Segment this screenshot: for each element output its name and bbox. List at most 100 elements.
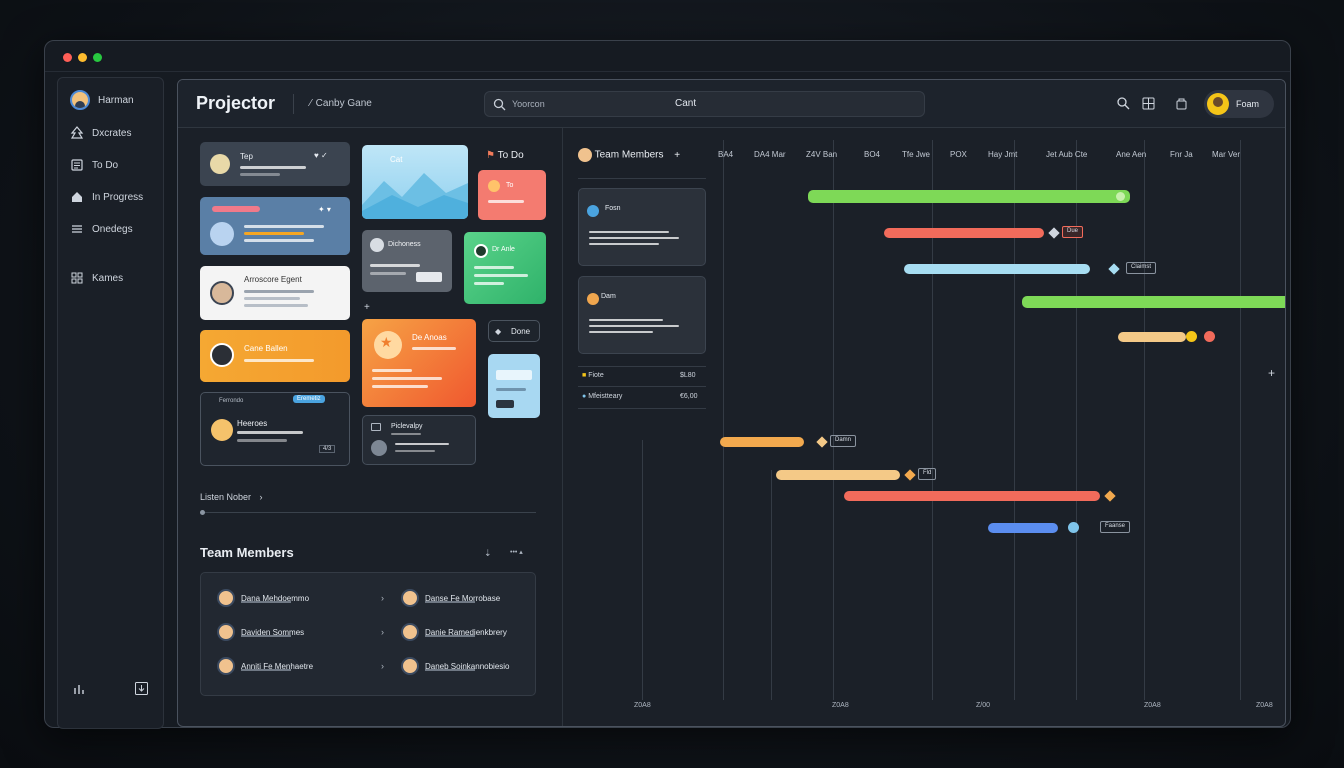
task-card[interactable]: To [478,170,546,220]
task-card[interactable] [488,354,540,418]
task-title: Piclevalpy [391,423,423,430]
task-avatar [371,440,387,456]
bag-icon[interactable] [1174,96,1189,111]
sidebar-item-todo[interactable]: To Do [70,158,118,172]
task-card[interactable]: Tep ♥ ✓ [200,142,350,186]
gantt-tag: Claimst [1126,262,1157,274]
app-title: Projector [196,93,276,113]
gantt-bar[interactable] [776,470,900,480]
chart-icon[interactable] [72,682,86,696]
dot-icon: ● [582,393,587,400]
task-title: De Anoas [412,333,447,342]
done-column-chip[interactable]: ◆ Done [488,320,540,342]
team-member[interactable]: Danse Fe Morrobase [401,589,500,607]
gantt-team-label: Team Members [594,149,664,161]
add-member-icon[interactable]: ⇣ [484,548,492,558]
search-bar[interactable]: Yoorcon Cant [484,91,925,117]
gantt-bar[interactable] [884,228,1044,238]
mountain-image [362,173,468,219]
task-avatar [210,281,234,305]
gantt-bar[interactable] [904,264,1090,274]
breadcrumb[interactable]: ⁄ Canby Gane [310,98,372,109]
listen-slider-track[interactable] [200,512,536,513]
main-panel: Projector ⁄ Canby Gane Yoorcon Cant Foam … [177,79,1286,727]
sidebar-user[interactable]: Harman [70,90,134,110]
task-card[interactable]: Dr Anle [464,232,546,304]
add-icon[interactable]: + [1268,366,1276,380]
sidebar: Harman Dxcrates To Do In Progress Onedeg… [57,77,164,729]
card-subtitle: Ferrondo [219,398,244,404]
gantt-divider [562,128,563,726]
user-menu[interactable]: Foam [1204,90,1274,118]
team-member[interactable]: Anniti Fe Menhaetre [217,657,313,675]
sidebar-item-in-progress[interactable]: In Progress [70,190,143,204]
team-member[interactable]: Daneb Soinkannobiesio [401,657,510,675]
add-icon[interactable]: + [364,302,370,313]
task-card[interactable]: Cane Ballen [200,330,350,382]
team-member[interactable]: Danie Ramedienkbrery [401,623,507,641]
add-icon[interactable]: + [674,149,681,161]
maximize-window-button[interactable] [93,53,102,62]
task-avatar [474,244,488,258]
sidebar-item-dxcrates[interactable]: Dxcrates [70,126,131,140]
team-member[interactable]: Dana Mehdoemmo [217,589,309,607]
more-icon[interactable]: ••• ▴ [510,549,523,556]
task-card[interactable]: Arroscore Egent [200,266,350,320]
sidebar-item-onedegs[interactable]: Onedegs [70,222,133,236]
export-icon[interactable] [134,681,149,696]
gantt-row[interactable]: ■ Fiote [582,372,604,379]
task-title: Heeroes [237,419,268,428]
task-title: Arroscore Egent [244,275,302,284]
listen-slider-handle[interactable] [200,510,205,515]
task-card[interactable]: Ferrondo Eremetiz Heeroes 4/3 [200,392,350,466]
milestone-diamond [1048,227,1060,239]
search-placeholder: Yoorcon [512,99,545,109]
gantt-gridline [932,140,933,700]
task-card[interactable]: Dichoness [362,230,452,292]
gantt-axis-label: Z0A8 [634,702,651,709]
gantt-month-label: Z4V Ban [806,150,838,159]
gantt-panel[interactable]: Fosn [578,188,706,266]
image-card[interactable]: Cat [362,145,468,219]
task-card[interactable]: ✦ ▾ [200,197,350,255]
gantt-gridline [1240,140,1241,700]
task-card[interactable]: ★ De Anoas [362,319,476,407]
row-label: Fiote [588,372,604,379]
task-avatar [210,343,234,367]
sidebar-item-label: Dxcrates [92,127,132,139]
gantt-gridline [771,470,772,700]
gantt-bar[interactable] [1022,296,1285,308]
milestone-diamond [904,469,916,481]
gantt-bar[interactable] [808,190,1130,203]
gantt-axis-label: Z0A8 [1256,702,1273,709]
task-card[interactable]: Piclevalpy [362,415,476,465]
member-avatar [401,589,419,607]
gantt-bar[interactable] [844,491,1100,501]
gantt-row[interactable]: ● Mfeistteary [582,393,622,400]
member-avatar [217,623,235,641]
app-window: Harman Dxcrates To Do In Progress Onedeg… [44,40,1291,729]
row-value: $L80 [680,372,696,379]
minimize-window-button[interactable] [78,53,87,62]
member-name: Daneb Soinkannobiesio [425,661,510,671]
layout-icon[interactable] [1141,96,1156,111]
gantt-axis-label: Z0A8 [832,702,849,709]
search-icon[interactable] [1116,96,1131,111]
card-menu-icon[interactable]: ♥ ✓ [314,151,328,160]
gantt-bar[interactable] [720,437,804,447]
menu-icon [72,225,82,233]
tree-icon [70,126,84,139]
team-member[interactable]: Daviden Sommes [217,623,304,641]
gantt-gridline [1014,140,1015,700]
member-avatar [401,623,419,641]
gantt-panel[interactable]: Dam [578,276,706,354]
gantt-bar[interactable] [988,523,1058,533]
window-controls [63,53,102,62]
gantt-month-label: Tfe Jwe [902,150,931,159]
member-avatar [217,657,235,675]
title-divider [293,94,294,114]
gantt-bar[interactable] [1118,332,1186,342]
close-window-button[interactable] [63,53,72,62]
sidebar-item-kames[interactable]: Kames [70,271,123,285]
card-actions-icon[interactable]: ✦ ▾ [318,205,331,214]
